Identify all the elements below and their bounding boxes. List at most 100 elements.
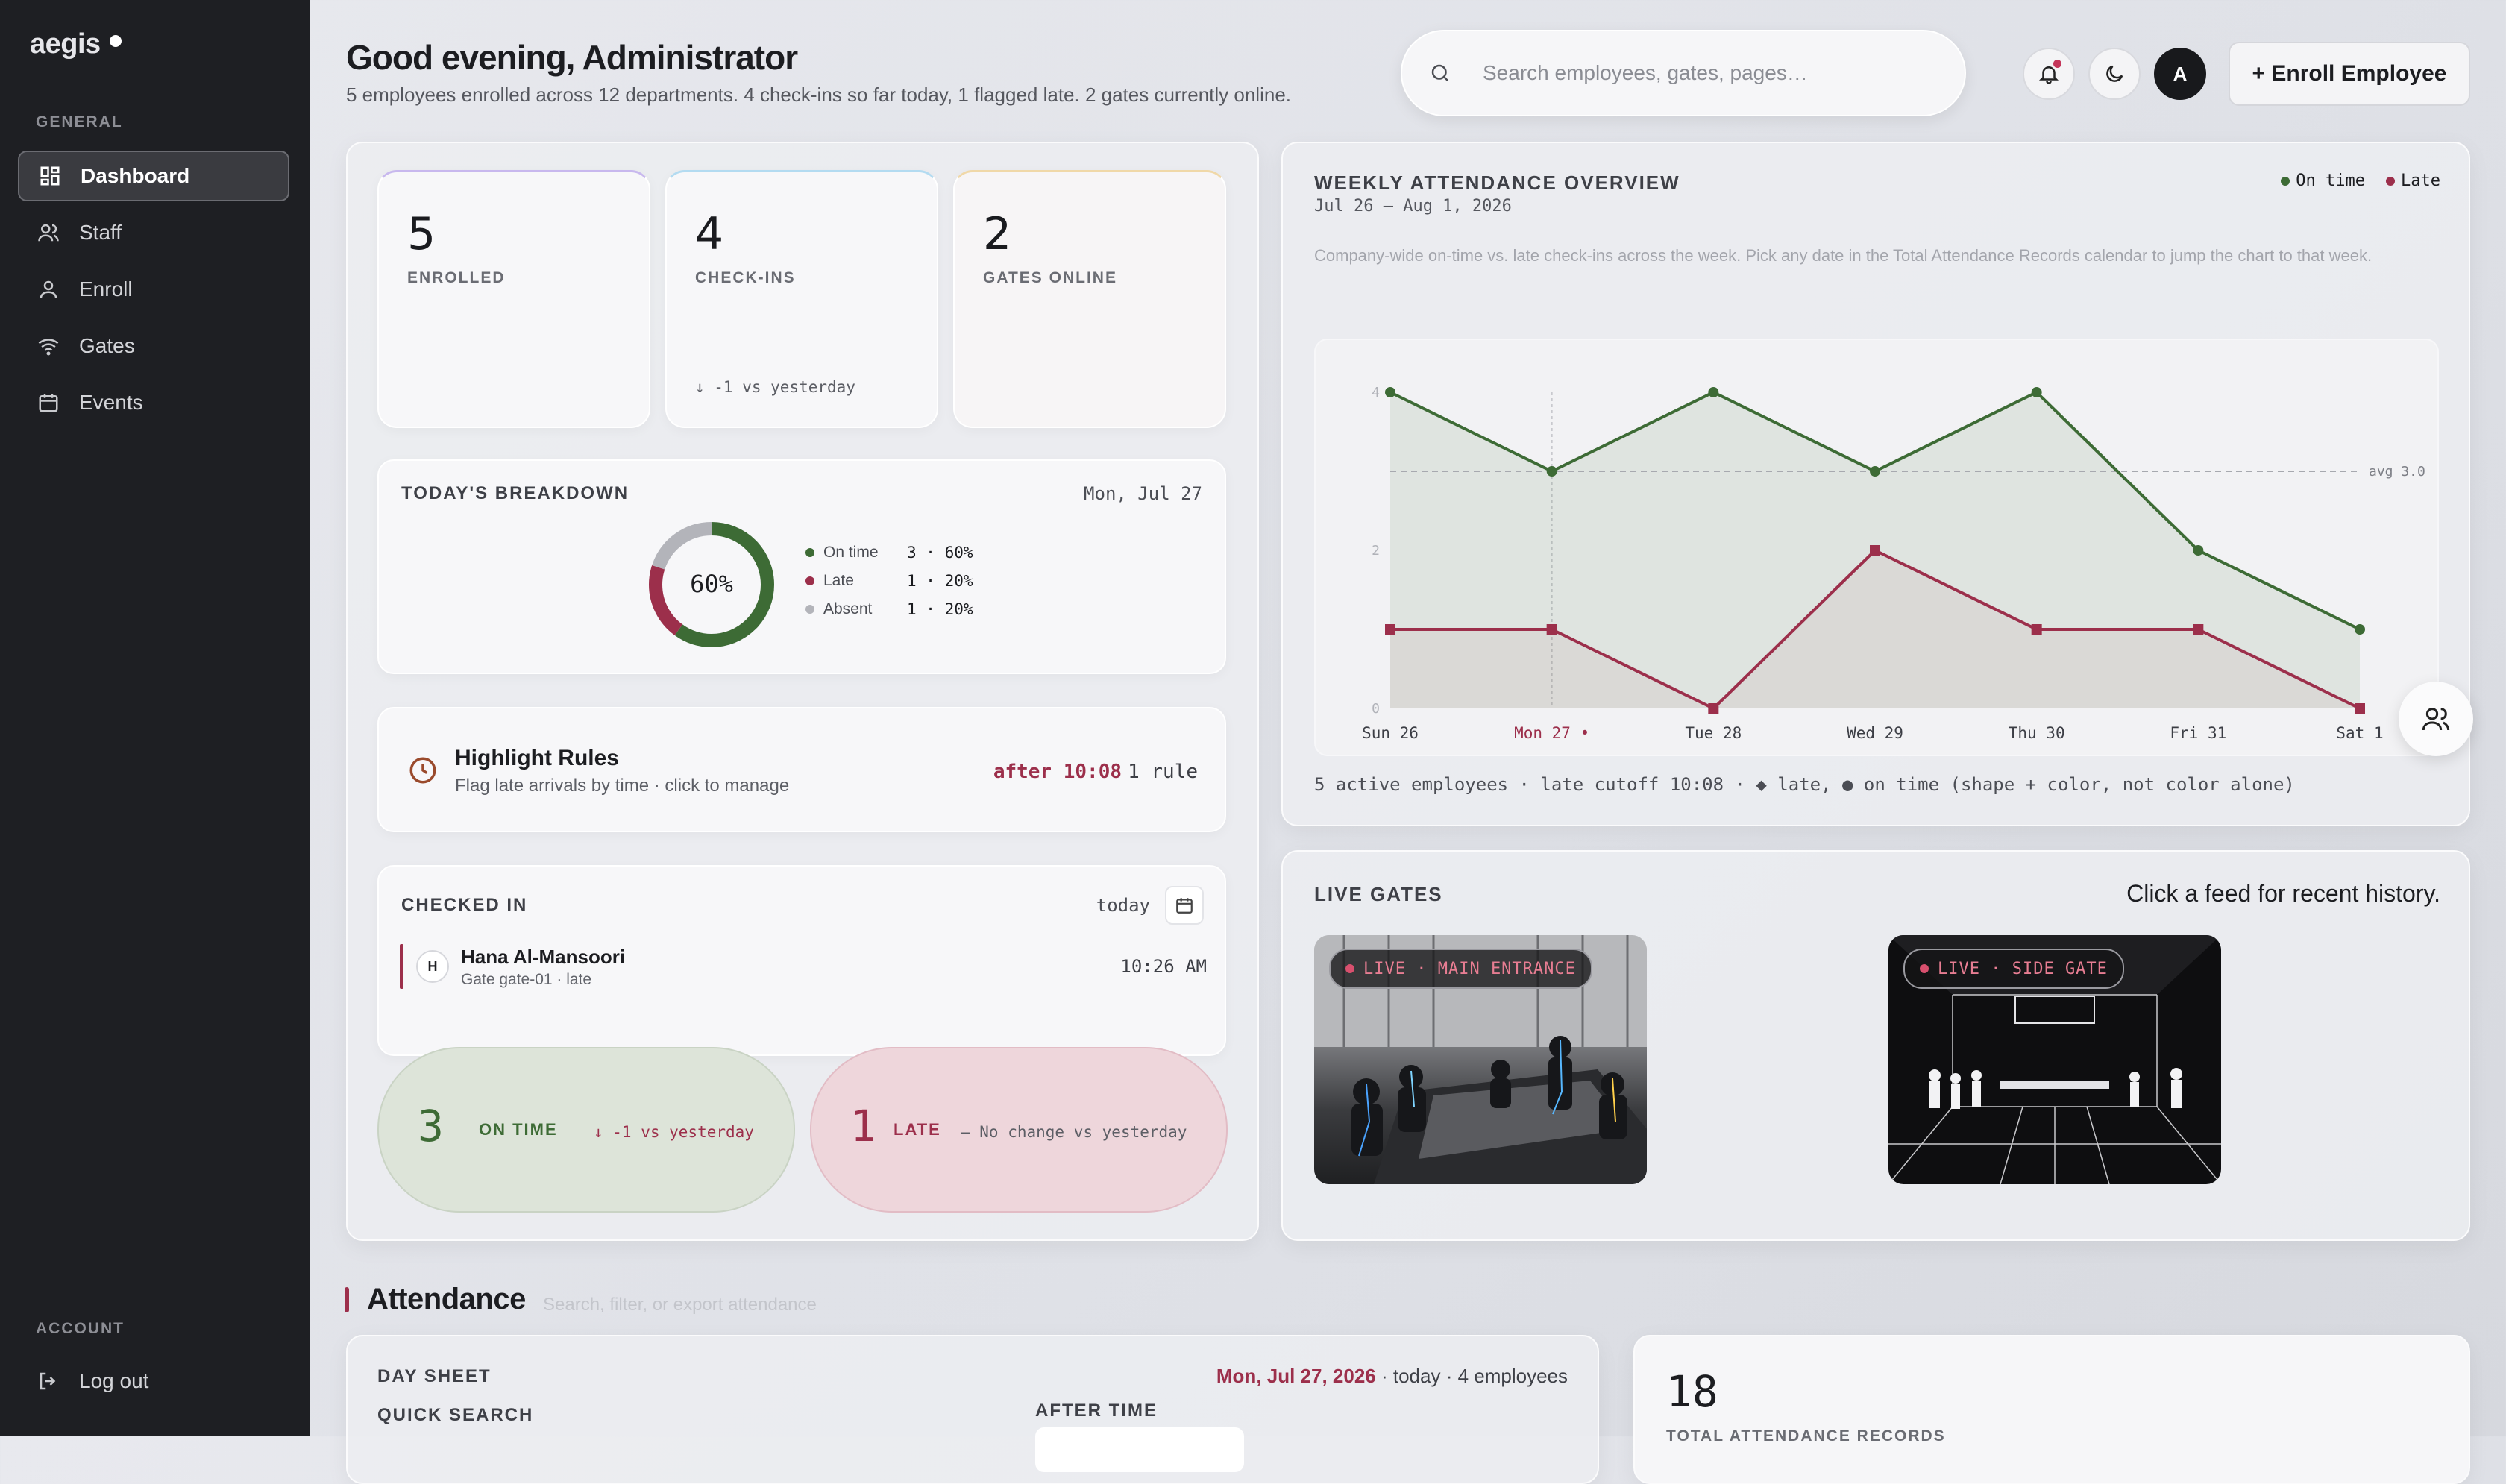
data-point-late (2031, 624, 2042, 635)
x-tick-label: Tue 28 (1685, 724, 1742, 742)
sidebar-item-gates[interactable]: Gates (18, 321, 289, 371)
chart-legend: On time Late (2281, 172, 2440, 190)
legend-absent: Absent 1 · 20% (806, 595, 973, 623)
moon-icon (2106, 65, 2123, 82)
average-label: avg 3.0 (2369, 464, 2425, 480)
kpi-value: 4 (695, 208, 724, 260)
search-input[interactable] (1481, 60, 1902, 86)
search-icon (1431, 64, 1448, 81)
gate-feed-side-gate[interactable]: LIVE · SIDE GATE (1888, 935, 2221, 1184)
data-point-on-time (2355, 624, 2365, 635)
sidebar-item-label: Events (79, 391, 143, 414)
late-delta: — No change vs yesterday (961, 1123, 1187, 1141)
total-records-value: 18 (1666, 1366, 1718, 1417)
live-gates-title: LIVE GATES (1314, 883, 1443, 905)
late-indicator (400, 944, 403, 989)
kpi-label: CHECK-INS (695, 269, 796, 286)
data-point-late (1546, 624, 1557, 635)
checkin-time: 10:26 AM (1120, 956, 1207, 977)
page-subtitle: 5 employees enrolled across 12 departmen… (346, 84, 1292, 106)
checked-in-card: CHECKED IN today H Hana Al-Mansoori Gate… (377, 865, 1226, 1056)
data-point-late (1870, 545, 1880, 556)
breakdown-donut (649, 522, 774, 647)
nav-section-account: ACCOUNT (36, 1320, 125, 1337)
breakdown-title: TODAY'S BREAKDOWN (401, 483, 629, 503)
data-point-on-time (2193, 545, 2204, 556)
team-fab-button[interactable] (2399, 682, 2473, 756)
y-tick-label: 0 (1372, 701, 1380, 717)
sidebar-item-enroll[interactable]: Enroll (18, 264, 289, 315)
weekly-description: Company-wide on-time vs. late check-ins … (1314, 246, 2372, 265)
total-records-card[interactable]: 18 TOTAL ATTENDANCE RECORDS (1633, 1335, 2470, 1484)
gate-feed-main-entrance[interactable]: LIVE · MAIN ENTRANCE (1314, 935, 1647, 1184)
legend-on-time: On time 3 · 60% (806, 538, 973, 567)
legend-item-on-time: On time (2281, 172, 2365, 190)
calendar-icon (1176, 898, 1193, 914)
notifications-button[interactable] (2023, 48, 2075, 100)
list-item[interactable]: H Hana Al-Mansoori Gate gate-01 · late 1… (400, 944, 1207, 989)
total-records-label: TOTAL ATTENDANCE RECORDS (1666, 1427, 1946, 1444)
overview-panel: 5 ENROLLED 4 CHECK-INS ↓ -1 vs yesterday… (346, 142, 1259, 1241)
calendar-icon (39, 394, 58, 412)
kpi-label: ENROLLED (407, 269, 506, 286)
brand-dot (109, 34, 122, 47)
clock-icon (409, 757, 436, 784)
notification-dot (2053, 60, 2061, 68)
search-bar[interactable] (1401, 30, 1966, 116)
data-point-late (1385, 624, 1395, 635)
x-tick-label: Mon 27 • (1514, 724, 1589, 742)
page-title: Good evening, Administrator (346, 38, 798, 77)
on-time-summary[interactable]: 3 ON TIME ↓ -1 vs yesterday (377, 1047, 795, 1213)
sidebar-item-dashboard[interactable]: Dashboard (18, 151, 289, 201)
employee-name: Hana Al-Mansoori (461, 946, 626, 968)
breakdown-legend: On time 3 · 60% Late 1 · 20% Absent 1 · 20% (806, 538, 973, 623)
after-time-label: AFTER TIME (1035, 1400, 1158, 1421)
on-time-value: 3 (418, 1101, 444, 1151)
series-area-late (1390, 550, 2360, 708)
x-tick-label: Thu 30 (2009, 724, 2065, 742)
day-sheet-title: DAY SHEET (377, 1366, 492, 1386)
sidebar-item-label: Staff (79, 221, 122, 244)
checkin-detail: Gate gate-01 · late (461, 971, 592, 988)
date-picker-button[interactable] (1165, 886, 1204, 925)
donut-center-value: 60% (690, 570, 733, 598)
rules-count: 1 rule (1128, 761, 1198, 783)
checked-in-range: today (1096, 895, 1150, 916)
avatar[interactable]: A (2154, 48, 2206, 100)
users-icon (2422, 708, 2450, 731)
sidebar-item-staff[interactable]: Staff (18, 207, 289, 258)
quick-search-label: QUICK SEARCH (377, 1405, 534, 1425)
brand-name: aegis (30, 28, 101, 60)
logout-button[interactable]: Log out (18, 1356, 289, 1406)
kpi-card-checkins[interactable]: 4 CHECK-INS ↓ -1 vs yesterday (665, 170, 938, 428)
sidebar-item-label: Dashboard (81, 164, 190, 187)
sidebar-item-events[interactable]: Events (18, 377, 289, 428)
after-time-input[interactable] (1035, 1427, 1244, 1472)
late-summary[interactable]: 1 LATE — No change vs yesterday (810, 1047, 1228, 1213)
weekly-line-chart: 0 2 4 avg 3.0 Sun 26 Mon 27 • Tue 28 Wed 29 Thu … (1362, 385, 2425, 742)
live-badge: LIVE · SIDE GATE (1903, 949, 2124, 989)
enroll-employee-button[interactable]: + Enroll Employee (2229, 42, 2470, 106)
theme-toggle-button[interactable] (2088, 48, 2141, 100)
x-tick-label: Wed 29 (1847, 724, 1903, 742)
grid-icon (40, 166, 60, 186)
brand-logo[interactable]: aegis (30, 28, 122, 60)
rules-title: Highlight Rules (455, 746, 619, 770)
kpi-label: GATES ONLINE (983, 269, 1117, 286)
day-sheet-date: Mon, Jul 27, 2026 (1216, 1365, 1376, 1387)
data-point-on-time (2031, 387, 2042, 397)
bell-icon (2038, 66, 2059, 84)
user-icon (40, 280, 57, 298)
legend-item-late: Late (2386, 172, 2440, 190)
rules-threshold: after 10:08 (993, 761, 1122, 783)
kpi-card-enrolled[interactable]: 5 ENROLLED (377, 170, 650, 428)
chart-area: 0 2 4 avg 3.0 Sun 26 Mon 27 • Tue 28 Wed 29 Thu … (1314, 339, 2439, 756)
weekly-overview-panel: WEEKLY ATTENDANCE OVERVIEW Jul 26 – Aug … (1281, 142, 2470, 826)
highlight-rules-card[interactable]: Highlight Rules Flag late arrivals by ti… (377, 707, 1226, 832)
kpi-value: 2 (983, 208, 1012, 260)
live-badge: LIVE · MAIN ENTRANCE (1329, 949, 1592, 989)
kpi-card-gates-online[interactable]: 2 GATES ONLINE (953, 170, 1226, 428)
sidebar-item-label: Enroll (79, 277, 133, 301)
data-point-late (2193, 624, 2204, 635)
legend-late: Late 1 · 20% (806, 567, 973, 595)
